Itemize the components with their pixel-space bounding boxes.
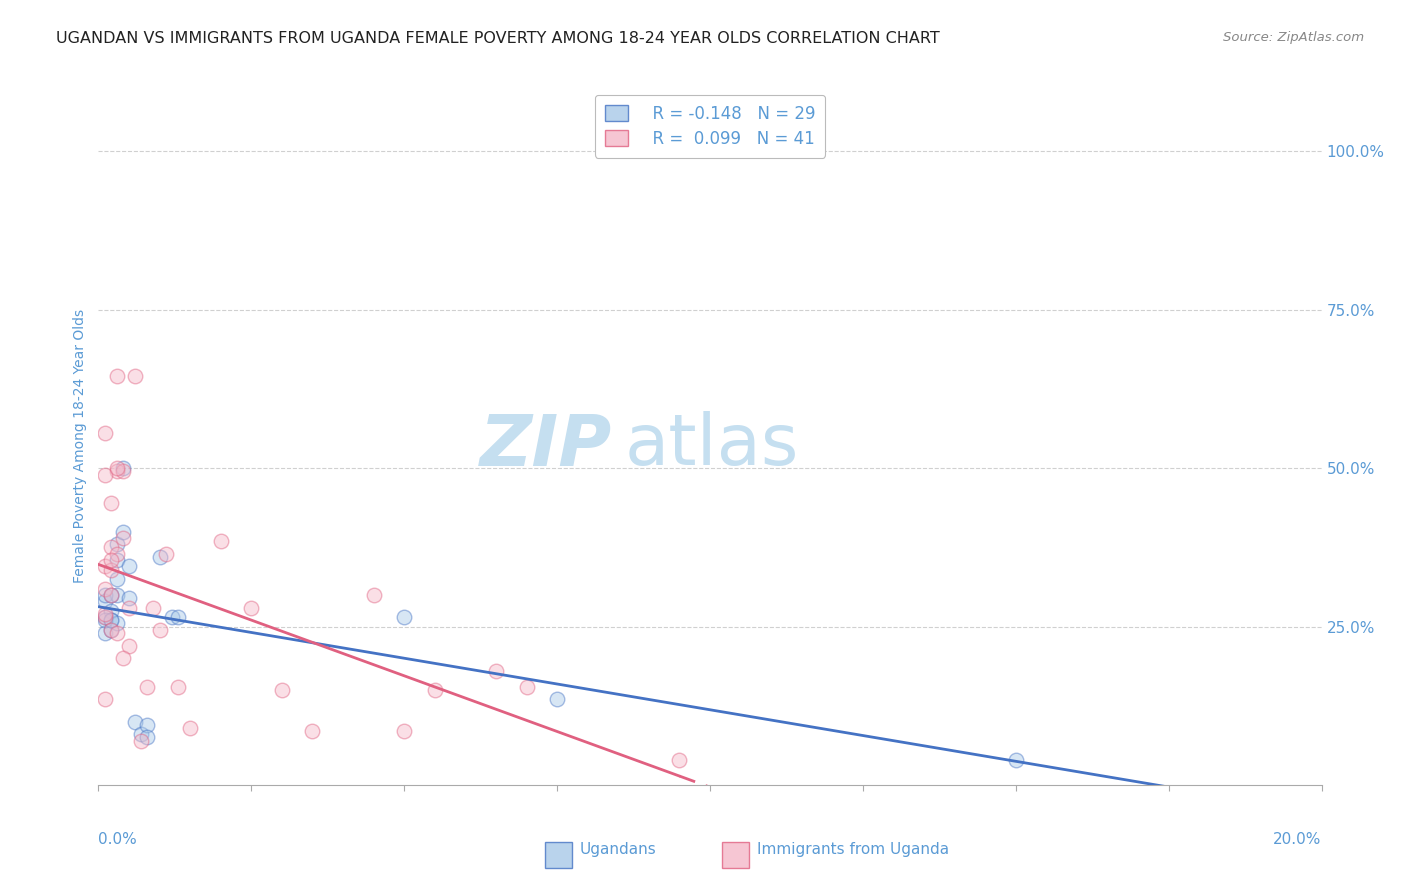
Text: Source: ZipAtlas.com: Source: ZipAtlas.com xyxy=(1223,31,1364,45)
Point xyxy=(105,626,128,640)
Point xyxy=(546,692,568,706)
Point xyxy=(485,664,508,678)
Point xyxy=(118,591,141,605)
Point xyxy=(124,369,146,384)
Point xyxy=(111,531,134,545)
Point xyxy=(105,616,128,631)
Point xyxy=(111,464,134,478)
Point xyxy=(240,600,263,615)
Text: UGANDAN VS IMMIGRANTS FROM UGANDA FEMALE POVERTY AMONG 18-24 YEAR OLDS CORRELATI: UGANDAN VS IMMIGRANTS FROM UGANDA FEMALE… xyxy=(56,31,941,46)
Point xyxy=(136,731,159,745)
Point xyxy=(155,547,177,561)
Point xyxy=(111,461,134,475)
Point xyxy=(105,572,128,586)
Y-axis label: Female Poverty Among 18-24 Year Olds: Female Poverty Among 18-24 Year Olds xyxy=(73,309,87,583)
Point xyxy=(93,626,115,640)
Point xyxy=(105,553,128,567)
Point xyxy=(149,549,172,564)
Text: atlas: atlas xyxy=(624,411,799,481)
Point xyxy=(516,680,538,694)
Point xyxy=(142,600,165,615)
Point xyxy=(668,753,690,767)
Point xyxy=(105,461,128,475)
Point xyxy=(392,724,416,739)
Bar xyxy=(723,842,749,868)
Point xyxy=(93,426,115,441)
Text: 0.0%: 0.0% xyxy=(98,832,138,847)
Point xyxy=(1004,753,1026,767)
Point xyxy=(100,588,122,602)
Text: Immigrants from Uganda: Immigrants from Uganda xyxy=(756,842,949,857)
Point xyxy=(93,610,115,624)
Point xyxy=(100,588,122,602)
Point xyxy=(160,610,183,624)
Point xyxy=(105,588,128,602)
Point xyxy=(105,537,128,551)
Point xyxy=(136,718,159,732)
Point xyxy=(129,727,152,741)
Point xyxy=(100,604,122,618)
Point xyxy=(105,369,128,384)
Point xyxy=(100,541,122,555)
Point xyxy=(100,613,122,627)
Point xyxy=(118,639,141,653)
Point xyxy=(100,496,122,510)
Text: 20.0%: 20.0% xyxy=(1274,832,1322,847)
Point xyxy=(93,559,115,574)
Point xyxy=(93,692,115,706)
Point xyxy=(167,610,190,624)
Point xyxy=(423,682,446,697)
Point xyxy=(100,563,122,577)
Point xyxy=(136,680,159,694)
Point xyxy=(363,588,385,602)
Point xyxy=(93,582,115,596)
Text: ZIP: ZIP xyxy=(479,411,612,481)
Point xyxy=(93,588,115,602)
Point xyxy=(167,680,190,694)
Point xyxy=(100,553,122,567)
Point xyxy=(118,559,141,574)
Point xyxy=(93,467,115,482)
Point xyxy=(209,534,232,549)
Point xyxy=(179,721,201,735)
Point xyxy=(100,613,122,627)
Point xyxy=(105,464,128,478)
Point xyxy=(93,594,115,608)
Bar xyxy=(546,842,572,868)
Point xyxy=(100,623,122,637)
Point xyxy=(93,607,115,621)
Point xyxy=(129,733,152,747)
Point xyxy=(111,651,134,665)
Point xyxy=(392,610,416,624)
Point xyxy=(111,524,134,539)
Point xyxy=(301,724,323,739)
Point xyxy=(124,714,146,729)
Point xyxy=(270,682,292,697)
Text: Ugandans: Ugandans xyxy=(579,842,655,857)
Point xyxy=(105,547,128,561)
Point xyxy=(118,600,141,615)
Point xyxy=(93,613,115,627)
Point xyxy=(149,623,172,637)
Point xyxy=(100,623,122,637)
Legend:   R = -0.148   N = 29,   R =  0.099   N = 41: R = -0.148 N = 29, R = 0.099 N = 41 xyxy=(595,95,825,158)
Point xyxy=(93,610,115,624)
